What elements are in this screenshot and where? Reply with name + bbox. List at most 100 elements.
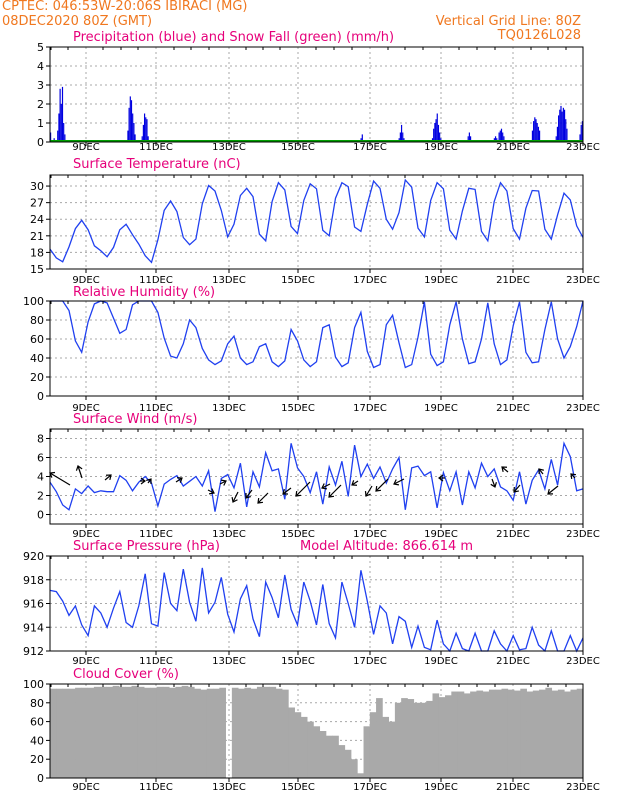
cloud-cover-column	[520, 688, 527, 778]
x-tick-label: 11DEC	[139, 403, 173, 414]
cloud-cover-column	[307, 721, 314, 778]
cloud-cover-column	[181, 685, 189, 778]
x-tick-label: 19DEC	[424, 529, 458, 540]
y-tick-label: 920	[23, 550, 44, 563]
precipitation-bar	[399, 132, 401, 142]
x-tick-label: 13DEC	[212, 142, 246, 153]
y-tick-label: 0	[37, 136, 44, 149]
cloud-cover-column	[451, 691, 458, 778]
precipitation-bar	[141, 136, 143, 142]
precipitation-bar	[469, 136, 472, 142]
precipitation-bar	[580, 124, 582, 142]
wind-arrow-icon	[282, 487, 292, 495]
cloud-cover-column	[213, 688, 220, 778]
wind-arrow-head-icon	[245, 493, 251, 499]
x-tick-label: 17DEC	[353, 656, 387, 667]
x-tick-label: 17DEC	[353, 142, 387, 153]
x-tick-label: 17DEC	[353, 782, 387, 793]
x-tick-label: 19DEC	[424, 142, 458, 153]
x-tick-label: 17DEC	[353, 529, 387, 540]
precipitation-bar	[555, 136, 557, 142]
wind-arrow-icon	[375, 478, 389, 492]
precipitation-bar	[559, 109, 561, 142]
wind-arrow-icon	[365, 485, 373, 497]
y-tick-label: 3	[37, 79, 44, 92]
x-tick-label: 23DEC	[566, 529, 600, 540]
wind-arrow-icon	[321, 483, 331, 489]
precipitation-bar	[531, 130, 534, 142]
cloud-cover-column	[144, 687, 151, 778]
y-tick-label: 8	[37, 433, 44, 446]
precipitation-bar	[536, 123, 538, 142]
wind-arrow-head-icon	[547, 489, 554, 495]
wind-arrow-head-icon	[513, 486, 520, 493]
cloud-cover-column	[482, 691, 490, 778]
precipitation-bar	[502, 132, 504, 142]
cloud-cover-column	[68, 688, 76, 778]
wind-arrow-head-icon	[490, 482, 497, 488]
cloud-cover-column	[175, 686, 183, 778]
x-tick-label: 23DEC	[566, 782, 600, 793]
cloud-cover-column	[445, 695, 452, 778]
cloud-cover-column	[250, 688, 258, 778]
precipitation-bar	[533, 121, 535, 142]
x-tick-label: 19DEC	[424, 403, 458, 414]
y-tick-label: 60	[30, 716, 44, 729]
header-station: CPTEC: 046:53W-20:06S IBIRACI (MG)	[2, 0, 248, 14]
wind-arrow-icon	[175, 477, 183, 483]
precipitation-bar	[142, 124, 144, 142]
precipitation-bar	[146, 119, 148, 142]
precipitation-bar	[58, 113, 60, 142]
x-tick-label: 21DEC	[496, 529, 530, 540]
y-tick-label: 100	[23, 678, 44, 691]
x-tick-label: 13DEC	[212, 529, 246, 540]
wind-title: Surface Wind (m/s)	[73, 412, 197, 427]
y-tick-label: 4	[37, 60, 44, 73]
y-tick-label: 912	[23, 645, 44, 658]
humidity-title: Relative Humidity (%)	[73, 285, 215, 300]
x-tick-label: 9DEC	[72, 656, 99, 667]
cloud-cover-column	[150, 687, 157, 778]
header-grid-line: Vertical Grid Line: 80Z	[435, 14, 581, 29]
y-tick-label: 916	[23, 598, 44, 611]
y-tick-label: 18	[30, 246, 44, 259]
cloud-cover-column	[56, 688, 63, 778]
cloud-cover-column	[432, 693, 440, 778]
cloud-cover-column	[256, 686, 264, 778]
y-tick-label: 15	[30, 263, 44, 276]
precipitation-bar	[579, 134, 581, 142]
precipitation-bar	[64, 134, 66, 142]
x-tick-label: 15DEC	[281, 529, 315, 540]
cloud-cover-column	[206, 688, 214, 778]
precipitation-bar	[566, 128, 568, 142]
cloud-cover-column	[539, 689, 546, 778]
precipitation-bar	[434, 123, 436, 142]
x-tick-label: 13DEC	[212, 403, 246, 414]
x-tick-label: 23DEC	[566, 275, 600, 286]
cloud-cover-column	[300, 716, 308, 778]
x-tick-label: 21DEC	[496, 142, 530, 153]
cloud-cover-column	[275, 688, 283, 778]
y-tick-label: 21	[30, 230, 44, 243]
cloud-cover-column	[338, 745, 346, 778]
wind-arrow-head-icon	[146, 478, 152, 484]
y-tick-label: 0	[37, 772, 44, 785]
wind-arrow-head-icon	[351, 480, 358, 486]
cloud-cover-column	[87, 687, 95, 778]
x-tick-label: 19DEC	[424, 782, 458, 793]
precipitation-bar	[50, 132, 52, 142]
cloud-cover-column	[100, 686, 107, 778]
cloud-cover-column	[313, 726, 321, 778]
cloud-cover-column	[570, 689, 578, 778]
precipitation-bar	[60, 104, 62, 142]
cloud-cover-column	[564, 691, 571, 778]
wind-arrow-icon	[513, 484, 521, 493]
precipitation-bar	[563, 109, 566, 142]
precipitation-bar	[132, 113, 134, 142]
wind-arrow-icon	[49, 472, 71, 486]
cloud-cover-column	[470, 691, 477, 778]
humidity-panel: 0 20 40 60 80 100 9DEC 11DEC 13DEC 15DEC 17DEC 19DE…	[23, 285, 600, 414]
cloud-cover-column	[376, 698, 383, 778]
wind-arrow-head-icon	[220, 479, 227, 486]
x-tick-label: 11DEC	[139, 782, 173, 793]
